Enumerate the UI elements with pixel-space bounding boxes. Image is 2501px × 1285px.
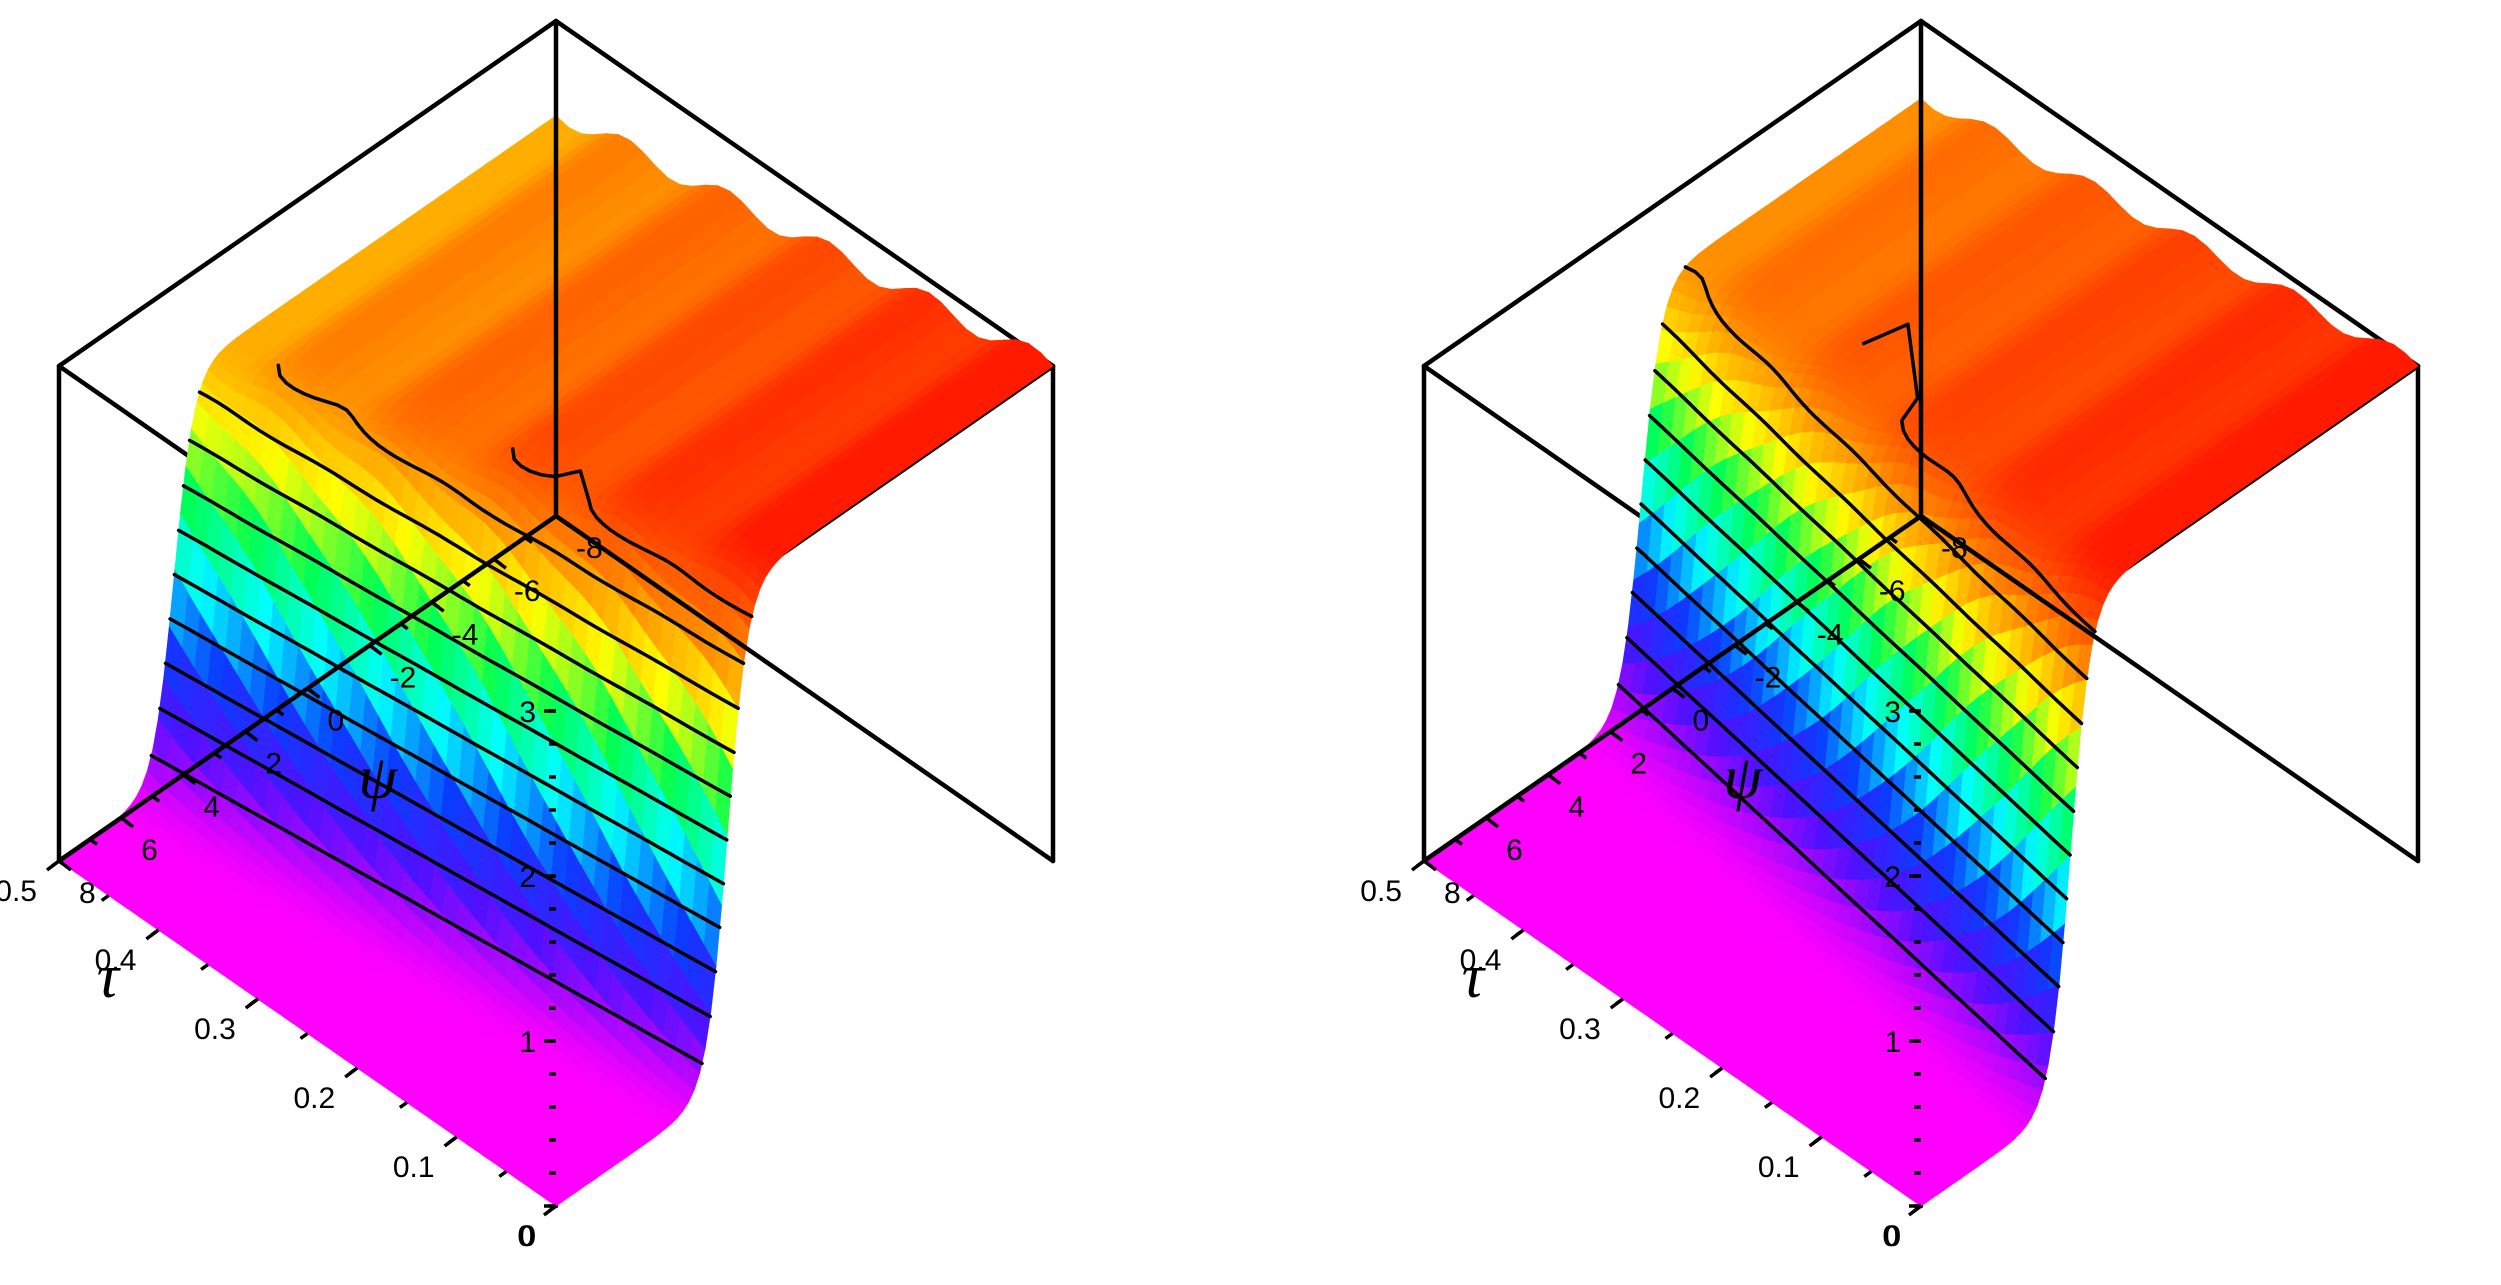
psi-tick-label: 8 xyxy=(79,877,96,910)
z-tick-label: 0 xyxy=(519,1220,536,1253)
z-tick-label: 2 xyxy=(519,861,536,894)
tau-minor-tick xyxy=(100,894,110,902)
tau-minor-tick xyxy=(50,859,61,868)
tau-tick-label: 0.5 xyxy=(0,875,37,908)
box-edge xyxy=(553,18,1056,369)
z-tick-label: 3 xyxy=(519,696,536,729)
tau-minor-tick xyxy=(349,1066,359,1075)
tau-minor-tick xyxy=(299,1032,309,1040)
psi-tick-label: 4 xyxy=(203,791,220,824)
tau-minor-tick xyxy=(498,1170,508,1178)
psi-tick-label: -6 xyxy=(514,575,541,608)
surface-mesh-1 xyxy=(58,115,1054,1207)
psi-tick-label: -8 xyxy=(576,532,603,565)
tau-tick-label: 0.3 xyxy=(194,1013,236,1046)
tau-minor-tick xyxy=(150,928,160,937)
box-edge xyxy=(56,18,559,369)
psi-tick-label: -4 xyxy=(452,618,479,651)
psi-axis-title: ψ xyxy=(359,744,399,812)
tau-minor-tick xyxy=(398,1101,408,1109)
tau-minor-tick xyxy=(448,1135,458,1144)
psi-tick-label: 0 xyxy=(328,705,345,738)
psi-tick-label: 6 xyxy=(141,834,158,867)
psi-tick-label: 2 xyxy=(265,748,282,781)
tau-minor-tick xyxy=(200,963,210,971)
tau-axis-title: τ xyxy=(97,943,122,1011)
z-tick-label: 1 xyxy=(519,1026,536,1059)
tau-tick-label: 0.2 xyxy=(293,1082,335,1115)
tau-tick-label: 0.1 xyxy=(393,1151,435,1184)
tau-minor-tick xyxy=(249,997,259,1006)
psi-tick-label: -2 xyxy=(390,661,417,694)
